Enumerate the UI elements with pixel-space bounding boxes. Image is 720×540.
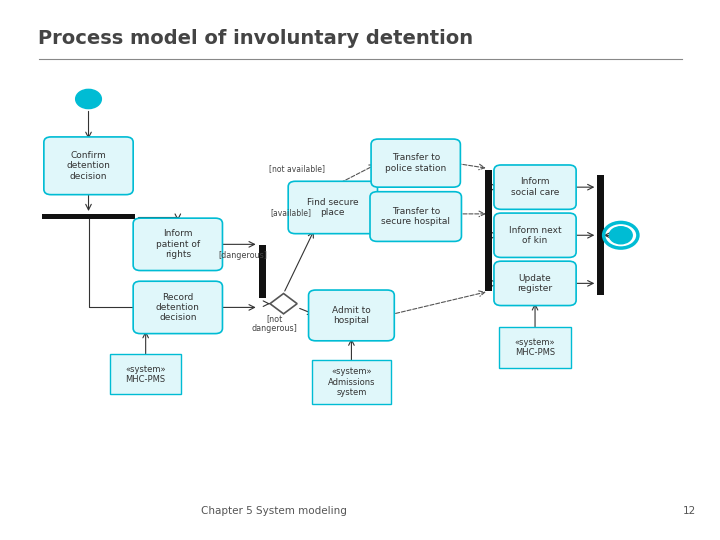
Text: Chapter 5 System modeling: Chapter 5 System modeling <box>202 506 347 516</box>
FancyBboxPatch shape <box>494 165 576 210</box>
FancyBboxPatch shape <box>312 360 391 404</box>
Polygon shape <box>270 294 297 314</box>
Text: Admit to
hospital: Admit to hospital <box>332 306 371 325</box>
Circle shape <box>609 227 632 244</box>
Bar <box>258 245 266 298</box>
Bar <box>42 214 135 219</box>
Text: Inform next
of kin: Inform next of kin <box>509 226 562 245</box>
FancyBboxPatch shape <box>370 192 462 241</box>
Bar <box>597 175 604 295</box>
FancyBboxPatch shape <box>494 213 576 258</box>
FancyBboxPatch shape <box>133 218 222 271</box>
Text: [available]: [available] <box>271 208 312 217</box>
Text: Update
register: Update register <box>518 274 553 293</box>
Text: Inform
patient of
rights: Inform patient of rights <box>156 230 200 259</box>
FancyBboxPatch shape <box>494 261 576 306</box>
Text: 12: 12 <box>683 506 696 516</box>
Text: Transfer to
police station: Transfer to police station <box>385 153 446 173</box>
FancyBboxPatch shape <box>309 290 395 341</box>
FancyBboxPatch shape <box>133 281 222 334</box>
Text: «system»
MHC-PMS: «system» MHC-PMS <box>515 338 555 357</box>
FancyBboxPatch shape <box>44 137 133 194</box>
Circle shape <box>76 89 102 109</box>
Text: «system»
Admissions
system: «system» Admissions system <box>328 367 375 397</box>
Text: Inform
social care: Inform social care <box>511 178 559 197</box>
FancyBboxPatch shape <box>371 139 460 187</box>
FancyBboxPatch shape <box>110 354 181 394</box>
Text: Process model of involuntary detention: Process model of involuntary detention <box>38 30 474 49</box>
FancyBboxPatch shape <box>499 327 571 368</box>
Text: Confirm
detention
decision: Confirm detention decision <box>66 151 110 181</box>
Text: [dangerous]: [dangerous] <box>219 251 268 260</box>
Text: «system»
MHC-PMS: «system» MHC-PMS <box>125 364 166 384</box>
FancyBboxPatch shape <box>288 181 377 234</box>
Text: [not
dangerous]: [not dangerous] <box>251 314 297 333</box>
Bar <box>485 170 492 292</box>
Text: Record
detention
decision: Record detention decision <box>156 293 199 322</box>
Text: [not available]: [not available] <box>269 164 325 173</box>
Text: Find secure
place: Find secure place <box>307 198 359 217</box>
Text: Transfer to
secure hospital: Transfer to secure hospital <box>381 207 450 226</box>
